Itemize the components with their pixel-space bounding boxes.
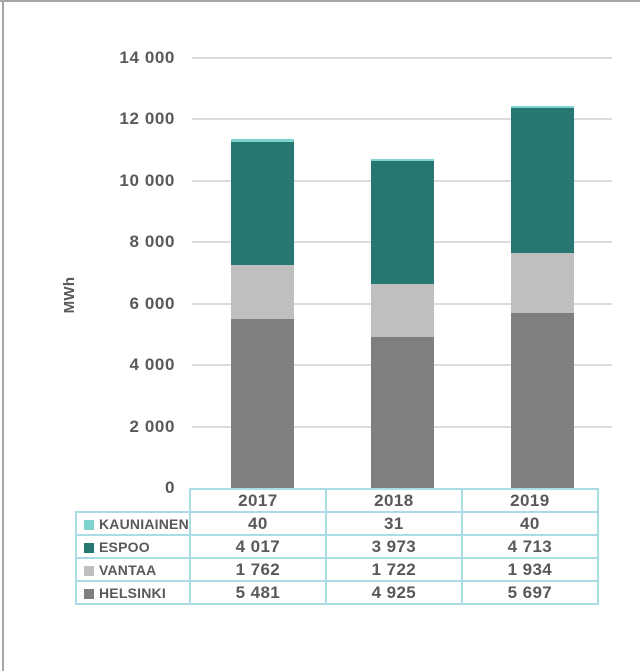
bar-segment-espoo-2019 [510,108,574,254]
gridline-14000 [192,56,612,59]
legend-cell-helsinki: HELSINKI [75,580,191,605]
legend-label-helsinki: HELSINKI [99,584,166,601]
y-tick-label-2000: 2 000 [129,416,175,436]
bar-2019 [510,105,574,488]
table-header-2017: 2017 [188,488,327,513]
bar-segment-helsinki-2019 [510,312,574,488]
y-tick-label-6000: 6 000 [129,293,175,313]
bar-segment-vantaa-2017 [230,265,294,320]
table-cell-helsinki-2017: 5 481 [188,580,327,605]
legend-cell-kauniainen: KAUNIAINEN [75,511,191,536]
legend-cell-vantaa: VANTAA [75,557,191,582]
frame-border-top [0,0,640,2]
bar-segment-espoo-2018 [370,161,434,284]
bar-segment-espoo-2017 [230,141,294,266]
bar-segment-helsinki-2018 [370,336,434,488]
frame-border-left [2,0,4,671]
data-table: 2017 2018 2019 KAUNIAINEN 40 31 40 ESPOO 4 017 3 … [75,488,599,605]
table-cell-espoo-2017: 4 017 [188,534,327,559]
table-header-2019: 2019 [460,488,599,513]
table-row-espoo: ESPOO 4 017 3 973 4 713 [75,534,599,559]
table-cell-kauniainen-2018: 31 [324,511,463,536]
legend-label-kauniainen: KAUNIAINEN [99,515,189,532]
y-tick-label-10000: 10 000 [119,170,175,190]
legend-cell-espoo: ESPOO [75,534,191,559]
table-cell-vantaa-2019: 1 934 [460,557,599,582]
table-cell-kauniainen-2019: 40 [460,511,599,536]
table-cell-helsinki-2018: 4 925 [324,580,463,605]
table-row-vantaa: VANTAA 1 762 1 722 1 934 [75,557,599,582]
legend-swatch-espoo [84,542,94,553]
bar-segment-helsinki-2017 [230,319,294,488]
table-cell-espoo-2019: 4 713 [460,534,599,559]
table-cell-vantaa-2017: 1 762 [188,557,327,582]
bar-2017 [230,139,294,488]
bar-segment-kauniainen-2018 [370,158,434,162]
table-header-row: 2017 2018 2019 [76,488,599,513]
legend-label-espoo: ESPOO [99,538,150,555]
bar-segment-kauniainen-2017 [230,139,294,142]
table-row-kauniainen: KAUNIAINEN 40 31 40 [75,511,599,536]
y-tick-label-14000: 14 000 [119,47,175,67]
y-tick-label-12000: 12 000 [119,109,175,128]
y-tick-label-4000: 4 000 [129,355,175,374]
y-tick-label-8000: 8 000 [129,232,175,251]
table-cell-helsinki-2019: 5 697 [460,580,599,605]
y-tick-label-0: 0 [164,478,175,497]
table-header-2018: 2018 [324,488,463,513]
table-cell-kauniainen-2017: 40 [188,511,327,536]
bar-segment-kauniainen-2019 [510,105,574,109]
legend-swatch-kauniainen [84,519,94,530]
bar-segment-vantaa-2019 [510,253,574,313]
table-row-helsinki: HELSINKI 5 481 4 925 5 697 [75,580,599,605]
bar-2018 [370,158,434,488]
table-corner-spacer [76,489,190,512]
table-cell-espoo-2018: 3 973 [324,534,463,559]
legend-swatch-helsinki [84,588,94,599]
gridline-12000 [192,118,612,120]
table-cell-vantaa-2018: 1 722 [324,557,463,582]
legend-swatch-vantaa [84,565,94,576]
legend-label-vantaa: VANTAA [99,561,157,578]
bar-segment-vantaa-2018 [370,283,434,337]
